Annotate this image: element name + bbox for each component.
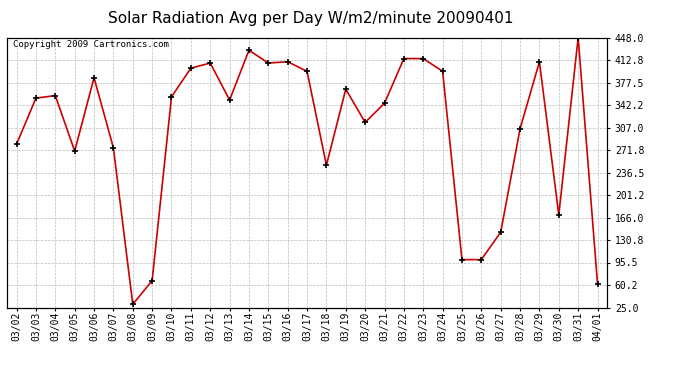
Text: Copyright 2009 Cartronics.com: Copyright 2009 Cartronics.com [13, 40, 169, 49]
Text: Solar Radiation Avg per Day W/m2/minute 20090401: Solar Radiation Avg per Day W/m2/minute … [108, 11, 513, 26]
